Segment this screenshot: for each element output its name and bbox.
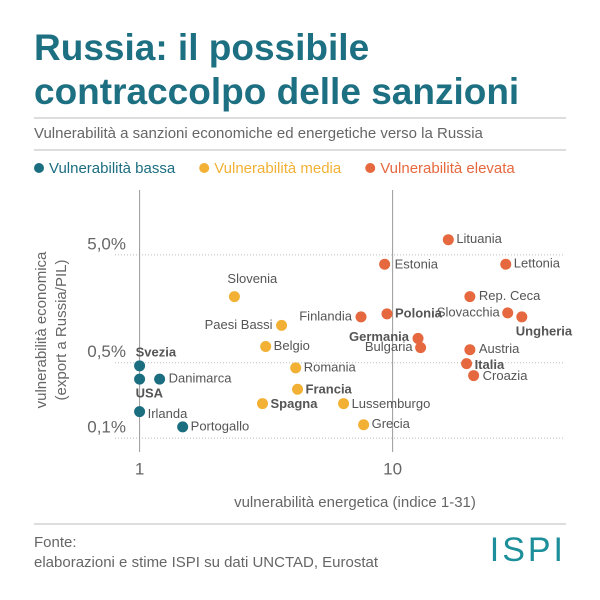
data-point	[464, 291, 476, 303]
data-point	[502, 307, 514, 319]
y-tick-label: 0,1%	[87, 418, 126, 437]
data-point	[461, 358, 473, 370]
data-point	[134, 360, 146, 372]
data-point	[228, 291, 240, 303]
point-label: Paesi Bassi	[205, 317, 273, 332]
data-point	[290, 362, 302, 374]
point-label: USA	[136, 386, 164, 401]
point-label: Italia	[475, 357, 505, 372]
source: elaborazioni e stime ISPI su dati UNCTAD…	[34, 554, 379, 571]
data-point	[355, 311, 367, 323]
y-axis-title: vulnerabilità economica (export a Russia…	[33, 251, 70, 408]
data-point	[415, 342, 427, 354]
point-label: Ungheria	[516, 323, 573, 338]
data-point	[358, 419, 370, 431]
x-tick-label: 10	[383, 459, 402, 478]
data-point	[381, 308, 393, 320]
data-point	[464, 344, 476, 356]
data-point	[177, 421, 189, 433]
data-point	[292, 383, 304, 395]
point-label: Estonia	[395, 257, 439, 272]
legend-label: Vulnerabilità bassa	[49, 160, 176, 177]
subtitle: Vulnerabilità a sanzioni economiche ed e…	[34, 125, 484, 142]
data-point	[276, 319, 288, 331]
legend-marker	[34, 163, 44, 173]
point-label: Francia	[306, 382, 353, 397]
point-label: Rep. Ceca	[479, 288, 541, 303]
point-label: Slovenia	[227, 271, 278, 286]
point-label: Belgio	[274, 338, 310, 353]
chart-title: contraccolpo delle sanzioni	[34, 71, 519, 112]
point-label: Portogallo	[191, 418, 250, 433]
point-label: Slovacchia	[437, 304, 501, 319]
data-point	[379, 258, 391, 270]
data-point	[468, 370, 480, 382]
y-axis-title-line: vulnerabilità economica	[33, 251, 50, 408]
legend-label: Vulnerabilità elevata	[380, 160, 515, 177]
y-tick-label: 5,0%	[87, 234, 126, 253]
point-label: Irlanda	[148, 406, 189, 421]
source: Fonte:	[34, 534, 77, 551]
point-label: Grecia	[372, 416, 411, 431]
point-label: Finlandia	[299, 308, 353, 323]
logo: ISPI	[490, 531, 566, 569]
legend-marker	[365, 163, 376, 173]
point-label: Romania	[304, 359, 357, 374]
y-tick-label: 0,5%	[87, 342, 126, 361]
point-label: Lettonia	[514, 256, 561, 271]
data-point	[516, 311, 528, 323]
legend-marker	[199, 163, 210, 173]
point-label: Croazia	[483, 368, 529, 383]
data-point	[134, 406, 146, 418]
x-tick-label: 1	[135, 459, 144, 478]
legend-label: Vulnerabilità media	[214, 160, 342, 177]
point-label: Lituania	[456, 231, 502, 246]
point-label: Bulgaria	[365, 339, 413, 354]
data-point	[154, 373, 166, 385]
point-label: Germania	[349, 329, 410, 344]
data-point	[260, 341, 272, 353]
x-axis-title: vulnerabilità energetica (indice 1-31)	[234, 494, 476, 511]
point-label: Svezia	[136, 344, 177, 359]
point-label: Lussemburgo	[352, 396, 431, 411]
data-point	[134, 373, 146, 385]
point-label: Spagna	[270, 396, 318, 411]
data-point	[338, 398, 350, 410]
data-point	[412, 332, 424, 344]
point-label: Polonia	[395, 305, 443, 320]
point-label: Austria	[479, 341, 520, 356]
data-point	[500, 258, 512, 270]
chart-title: Russia: il possibile	[34, 27, 369, 68]
data-point	[442, 234, 454, 246]
data-point	[256, 398, 268, 410]
point-label: Danimarca	[169, 371, 233, 386]
y-axis-title-line: (export a Russia/PIL)	[53, 260, 70, 401]
